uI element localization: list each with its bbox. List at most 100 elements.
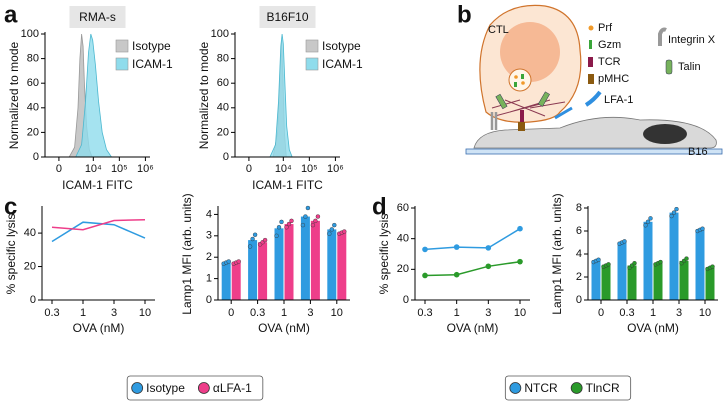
data-point [658,259,663,265]
y-tick-label: 0 [403,294,409,306]
bar [310,220,320,300]
data-point [606,262,611,267]
y-tick-label: 3 [206,230,212,242]
y-axis-label: Lamp1 MFI (arb. units) [550,193,564,314]
substrate [465,148,723,155]
granzyme [514,82,517,87]
legend-icon [588,25,594,31]
perforin [514,75,518,79]
legend-swatch [115,57,129,71]
bar [221,262,231,300]
x-tick-label: 10 [699,307,711,319]
data-point [632,261,637,266]
y-tick-label: 4 [206,208,212,220]
x-tick-label: 10⁶ [327,163,344,175]
legend-label: ICAM-1 [322,57,363,71]
line [424,228,521,251]
data-point [250,236,255,242]
data-point [710,264,715,269]
legend-icon [665,59,673,75]
legend-icon [588,57,593,67]
data-point [313,218,318,224]
x-axis-label: OVA (nM) [627,321,679,335]
x-tick-label: 3 [111,307,117,319]
y-tick-label: 20 [397,263,409,275]
line [51,218,146,231]
data-point [310,222,316,228]
data-point [276,225,282,230]
bar [591,260,601,300]
data-point [274,233,279,239]
bar [617,242,627,300]
legend-swatch [115,39,129,53]
legend-box [504,375,632,401]
marker [485,245,492,251]
tcr [520,110,524,122]
legend-marker [570,382,583,394]
title-box [259,6,316,28]
x-tick-label: 10 [139,307,151,319]
data-point [342,229,347,234]
data-point [674,206,679,212]
chart-title: RMA-s [79,10,116,24]
diagram-label: LFA-1 [604,94,633,106]
diagram-label: pMHC [598,73,629,85]
bar [643,221,653,300]
y-tick-label: 0 [33,151,39,163]
bar [669,212,679,300]
bar [705,267,715,300]
y-tick-label: 0 [576,294,582,306]
y-tick-label: 40 [397,233,409,245]
marker [517,225,523,232]
y-tick-label: 0 [223,151,229,163]
data-point [247,244,253,249]
diagram-label: Prf [598,22,613,34]
legend-marker [131,382,144,394]
granule [508,68,532,92]
x-axis-label: ICAM-1 FITC [252,178,323,192]
bar [274,228,284,300]
y-tick-label: 1 [206,273,212,285]
legend-swatch [305,57,319,71]
legend-label: Isotype [132,39,171,53]
data-point [596,257,601,262]
y-axis-label: Normalized to mode [197,41,211,149]
bar [337,232,347,300]
pmhc [518,122,525,131]
x-tick-label: 10⁶ [137,163,154,175]
talin [495,93,508,110]
x-tick-label: 10⁵ [111,163,128,175]
marker [453,271,460,278]
y-tick-label: 60 [397,202,409,214]
chart-title: B16F10 [266,10,308,24]
y-axis-label: Normalized to mode [7,41,21,149]
diagram-label: Talin [678,61,701,73]
bar [679,260,689,300]
data-point [700,226,705,231]
legend-icon [589,40,592,49]
x-tick-label: 10⁴ [275,163,292,175]
legend-marker [197,382,210,394]
data-point [303,214,308,219]
x-tick-label: 0 [228,307,234,319]
x-tick-label: 0.3 [250,307,265,319]
data-point [669,213,674,219]
legend: Isotype αLFA-1 [126,375,264,401]
x-tick-label: 0 [598,307,604,319]
legend-box [126,375,264,401]
legend-label: NTCR [524,381,558,395]
y-tick-label: 100 [211,28,229,40]
y-tick-label: 0 [206,294,212,306]
data-point [327,231,332,236]
marker [422,246,428,253]
histogram [75,33,113,158]
x-tick-label: 1 [454,307,460,319]
granzyme [521,74,524,79]
data-point [329,227,334,232]
x-tick-label: 0 [246,163,252,175]
legend-icon [588,74,594,84]
data-point [648,216,653,221]
data-point [286,221,292,227]
data-point [262,237,268,243]
x-tick-label: 0.3 [44,307,59,319]
